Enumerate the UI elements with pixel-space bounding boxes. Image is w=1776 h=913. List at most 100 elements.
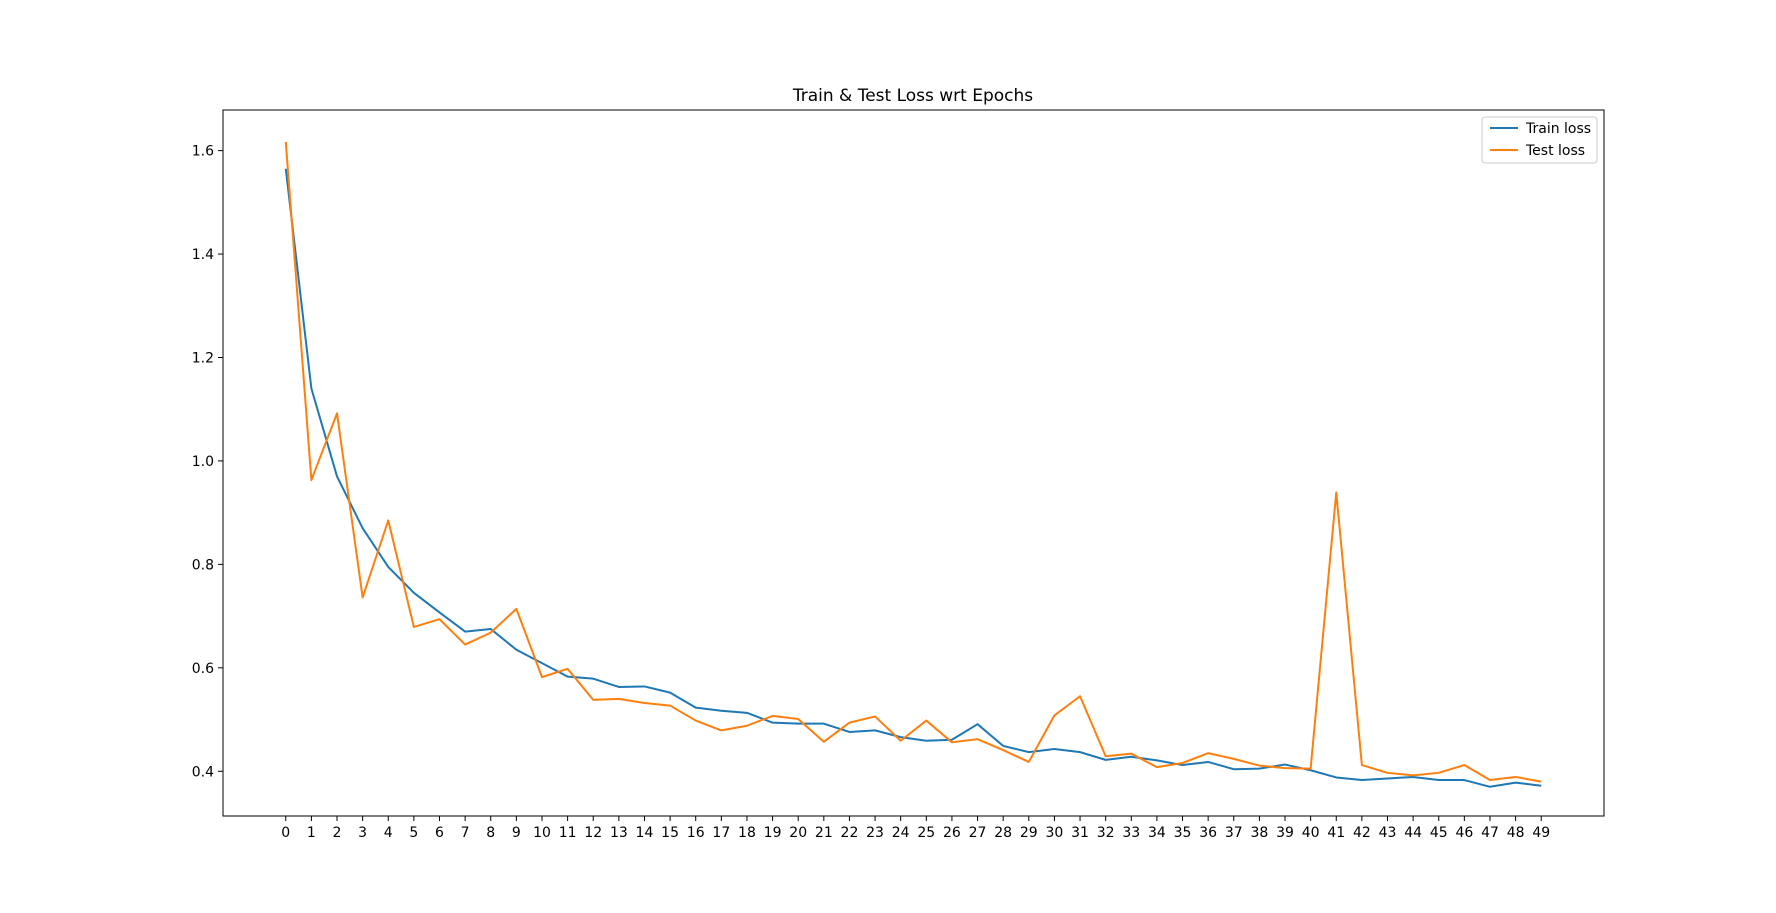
x-tick-label: 25 — [917, 825, 935, 841]
x-tick-label: 13 — [610, 825, 628, 841]
data-point-train-loss — [746, 712, 748, 714]
data-point-train-loss — [1079, 751, 1081, 753]
y-tick-label: 1.4 — [192, 247, 214, 263]
x-tick-label: 3 — [358, 825, 367, 841]
data-point-test-loss — [848, 722, 850, 724]
data-point-test-loss — [1438, 772, 1440, 774]
data-point-train-loss — [592, 678, 594, 680]
data-point-test-loss — [1361, 764, 1363, 766]
data-point-test-loss — [1079, 695, 1081, 697]
x-tick-label: 19 — [764, 825, 782, 841]
x-tick-label: 35 — [1174, 825, 1192, 841]
x-tick-label: 24 — [892, 825, 910, 841]
x-tick-label: 29 — [1020, 825, 1038, 841]
data-point-test-loss — [362, 596, 364, 598]
data-point-train-loss — [1515, 782, 1517, 784]
data-point-train-loss — [1463, 779, 1465, 781]
y-tick-label: 1.6 — [192, 144, 214, 160]
x-tick-label: 38 — [1250, 825, 1268, 841]
data-point-train-loss — [1258, 768, 1260, 770]
data-point-train-loss — [464, 631, 466, 633]
data-point-train-loss — [1438, 779, 1440, 781]
x-tick-label: 20 — [789, 825, 807, 841]
series-line-train-loss — [284, 168, 1542, 788]
data-point-train-loss — [1361, 779, 1363, 781]
data-point-test-loss — [1130, 753, 1132, 755]
y-tick-label: 0.4 — [192, 764, 214, 780]
data-point-train-loss — [1028, 751, 1030, 753]
x-tick-label: 1 — [307, 825, 316, 841]
data-point-train-loss — [1105, 759, 1107, 761]
x-tick-label: 46 — [1455, 825, 1473, 841]
data-point-test-loss — [746, 725, 748, 727]
x-tick-label: 44 — [1404, 825, 1422, 841]
data-point-train-loss — [413, 592, 415, 594]
data-point-train-loss — [925, 740, 927, 742]
x-tick-label: 32 — [1097, 825, 1115, 841]
x-tick-label: 17 — [712, 825, 730, 841]
x-tick-label: 45 — [1430, 825, 1448, 841]
data-point-train-loss — [285, 168, 287, 170]
x-tick-label: 4 — [384, 825, 393, 841]
data-point-train-loss — [567, 676, 569, 678]
data-point-test-loss — [336, 412, 338, 414]
data-point-test-loss — [1105, 755, 1107, 757]
data-point-test-loss — [1156, 766, 1158, 768]
data-point-test-loss — [1028, 761, 1030, 763]
data-point-train-loss — [977, 723, 979, 725]
data-point-test-loss — [439, 618, 441, 620]
data-point-test-loss — [643, 702, 645, 704]
data-point-test-loss — [1182, 762, 1184, 764]
data-point-train-loss — [772, 722, 774, 724]
y-tick-label: 0.8 — [192, 557, 214, 573]
x-tick-label: 37 — [1225, 825, 1243, 841]
data-point-test-loss — [1489, 779, 1491, 781]
y-tick-label: 0.6 — [192, 661, 214, 677]
x-tick-label: 15 — [661, 825, 679, 841]
data-point-test-loss — [1310, 768, 1312, 770]
x-tick-label: 33 — [1122, 825, 1140, 841]
y-tick-label: 1.2 — [192, 350, 214, 366]
x-tick-label: 6 — [435, 825, 444, 841]
data-point-train-loss — [1335, 776, 1337, 778]
data-point-train-loss — [720, 710, 722, 712]
data-point-test-loss — [387, 519, 389, 521]
data-point-train-loss — [1207, 761, 1209, 763]
data-point-train-loss — [1130, 756, 1132, 758]
data-point-train-loss — [900, 736, 902, 738]
x-tick-label: 30 — [1046, 825, 1064, 841]
legend-label-test-loss: Test loss — [1525, 143, 1585, 159]
data-point-test-loss — [823, 741, 825, 743]
data-point-test-loss — [951, 741, 953, 743]
x-tick-label: 42 — [1353, 825, 1371, 841]
data-point-test-loss — [1258, 765, 1260, 767]
x-tick-label: 18 — [738, 825, 756, 841]
x-tick-label: 27 — [969, 825, 987, 841]
data-point-train-loss — [1053, 748, 1055, 750]
x-tick-label: 31 — [1071, 825, 1089, 841]
data-point-test-loss — [720, 729, 722, 731]
x-tick-label: 0 — [281, 825, 290, 841]
x-tick-label: 16 — [687, 825, 705, 841]
data-point-train-loss — [643, 685, 645, 687]
data-point-train-loss — [618, 686, 620, 688]
data-point-test-loss — [977, 738, 979, 740]
axis-layer: 0 1 2 3 4 5 6 7 8 9 10 11 12 13 14 15 16 17 18 19 20 21 22 23 24… — [192, 144, 1550, 841]
data-point-test-loss — [592, 699, 594, 701]
data-point-test-loss — [1412, 774, 1414, 776]
data-point-test-loss — [515, 608, 517, 610]
x-tick-label: 12 — [584, 825, 602, 841]
data-point-test-loss — [490, 632, 492, 634]
data-point-test-loss — [1335, 491, 1337, 493]
series-line-test-loss — [284, 141, 1542, 783]
x-tick-label: 26 — [943, 825, 961, 841]
x-tick-label: 34 — [1148, 825, 1166, 841]
x-tick-label: 8 — [486, 825, 495, 841]
x-tick-label: 22 — [841, 825, 859, 841]
data-point-train-loss — [1233, 768, 1235, 770]
data-point-train-loss — [541, 662, 543, 664]
x-tick-label: 28 — [994, 825, 1012, 841]
data-point-train-loss — [823, 723, 825, 725]
data-point-test-loss — [618, 698, 620, 700]
